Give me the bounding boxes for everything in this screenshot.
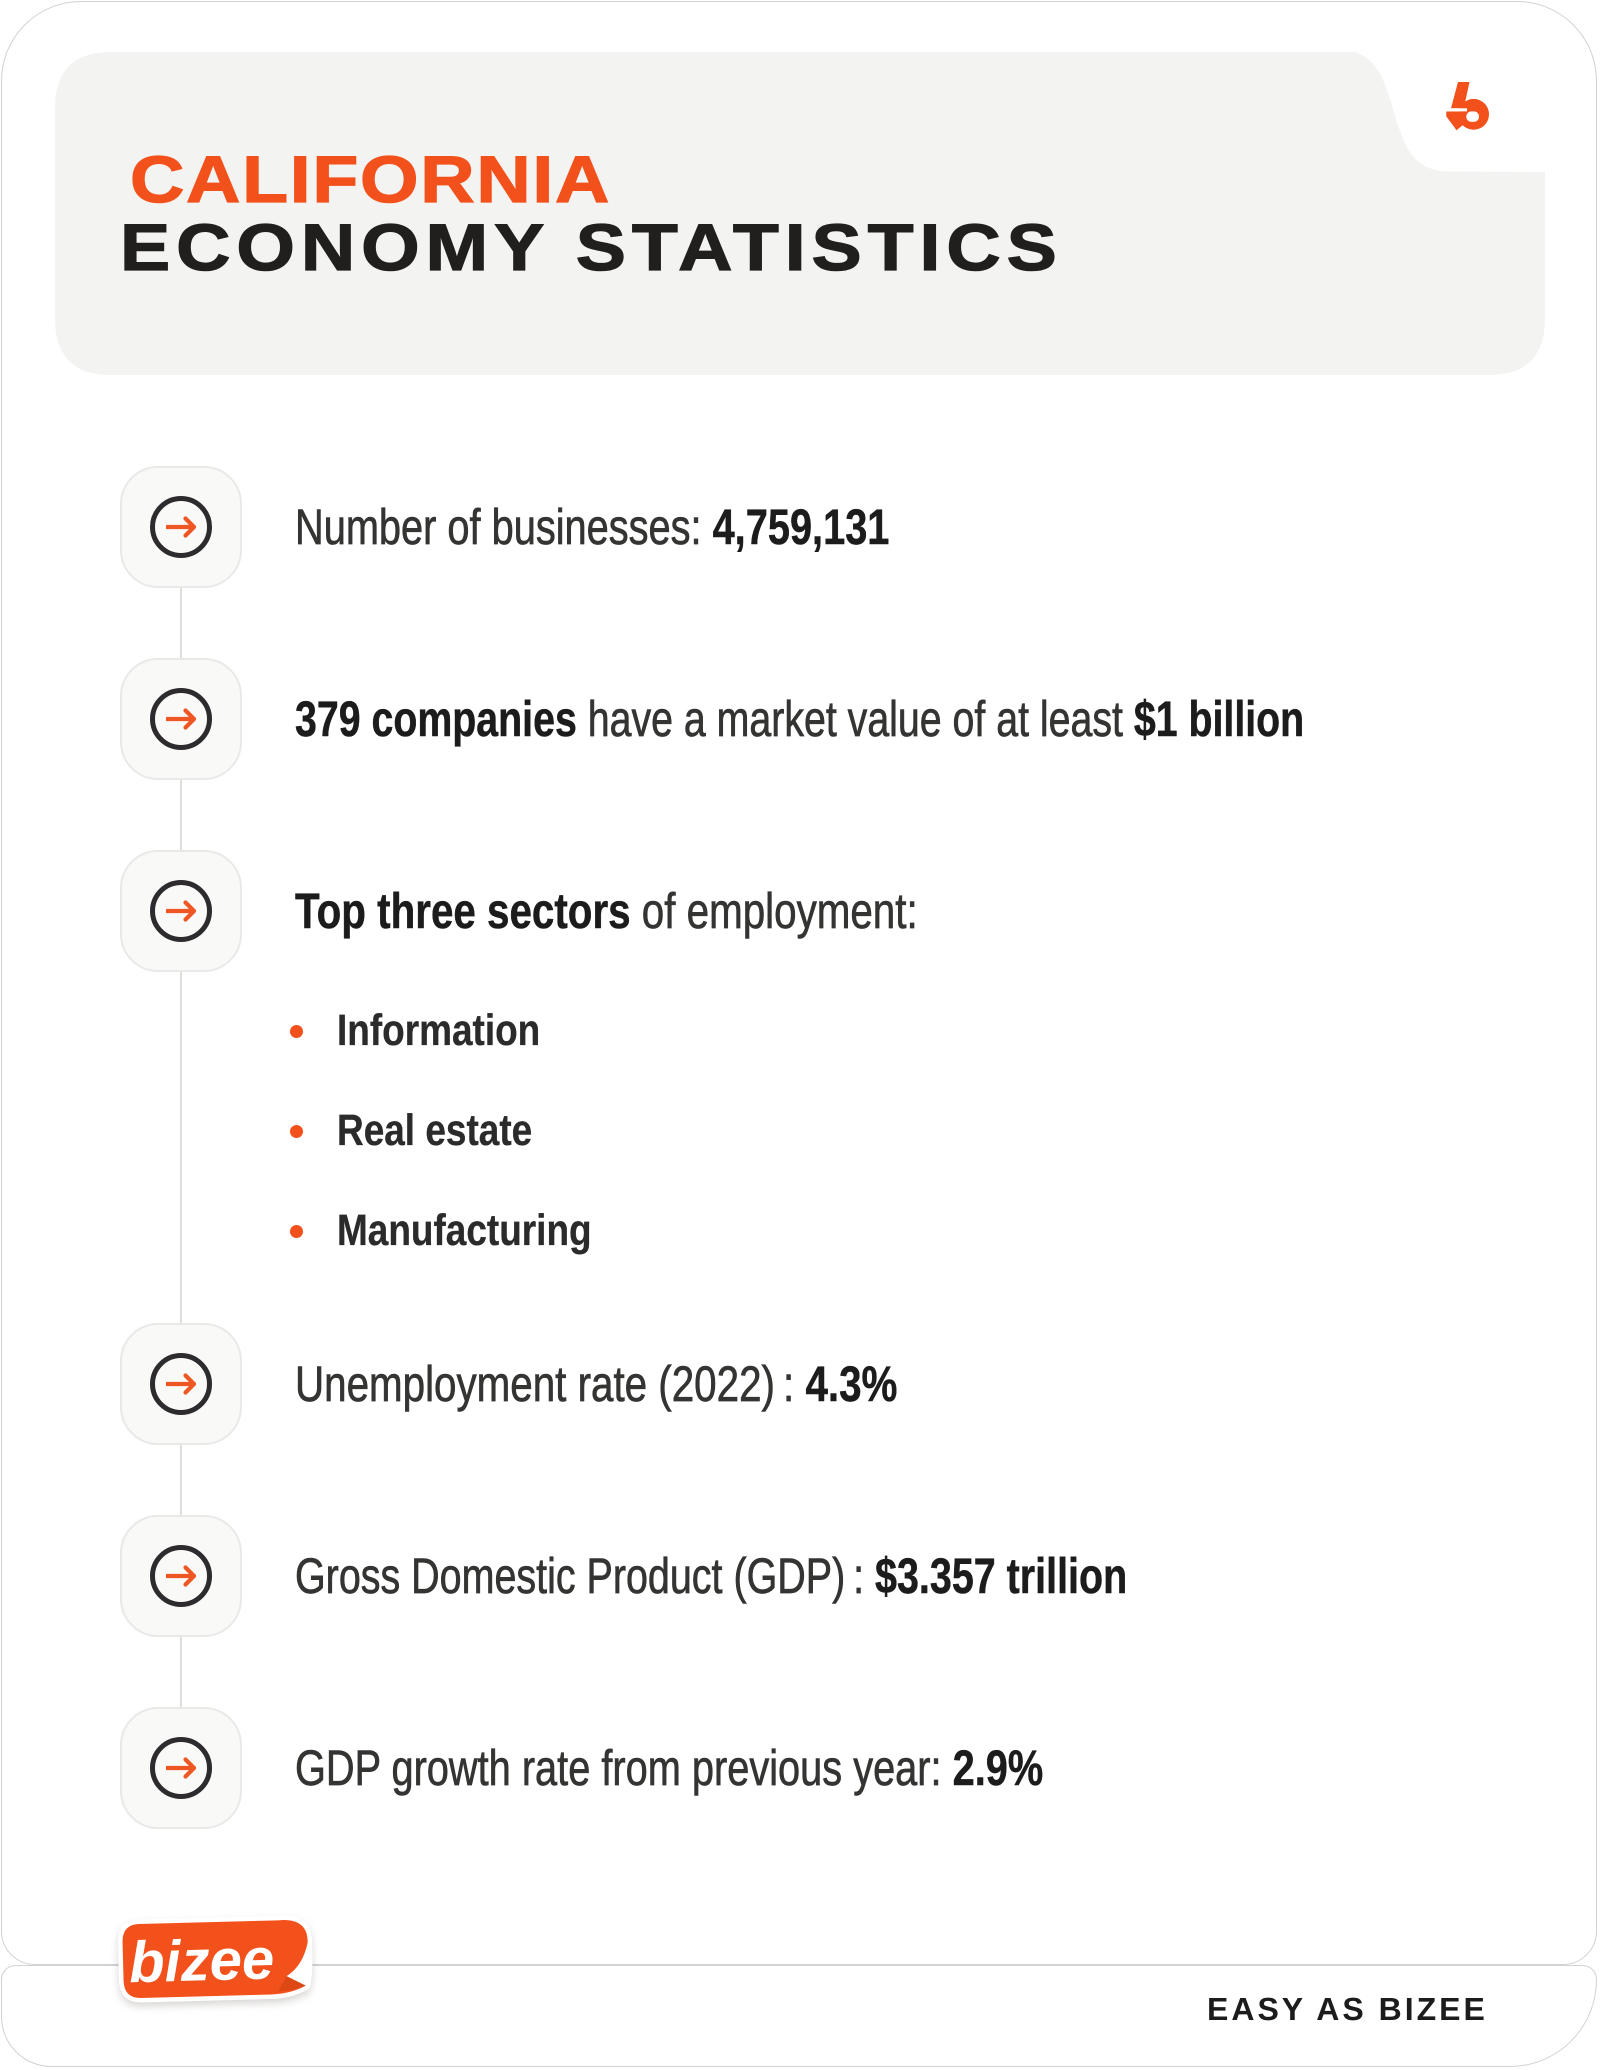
svg-text:bizee: bizee	[128, 1926, 275, 1995]
